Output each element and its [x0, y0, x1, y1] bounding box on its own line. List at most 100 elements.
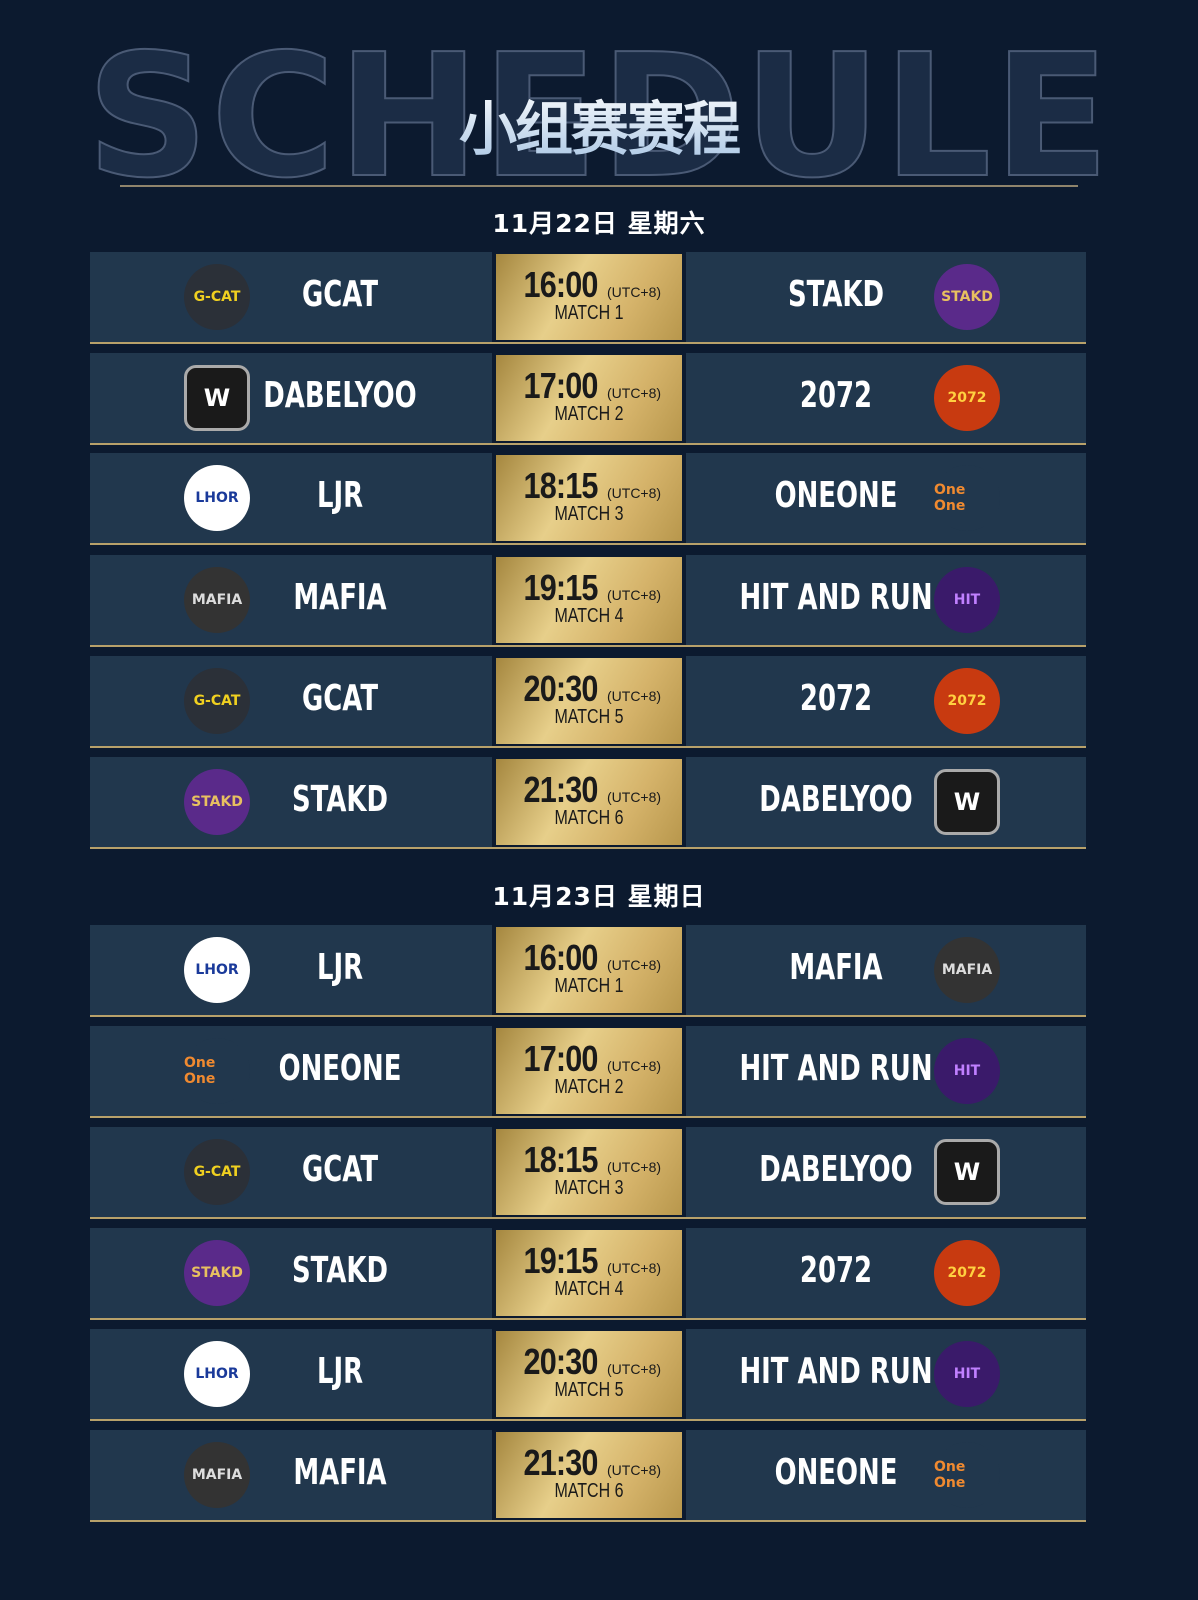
away-team-name: DABELYOO: [759, 779, 913, 820]
home-team-name: GCAT: [301, 1149, 379, 1190]
match-row: STAKD STAKD 19:15 (UTC+8) MATCH 4 2072 20…: [90, 1228, 1086, 1320]
home-team: G-CAT GCAT: [90, 252, 492, 342]
home-team-name: LJR: [316, 1351, 364, 1392]
away-team-name: ONEONE: [774, 475, 898, 516]
away-team-name: HIT AND RUN: [739, 577, 933, 618]
team-logo-icon: One One: [184, 1038, 250, 1104]
day-heading: 11月23日 星期日: [492, 882, 706, 911]
away-team-name: MAFIA: [789, 947, 883, 988]
team-logo-icon: G-CAT: [184, 264, 250, 330]
home-team-name: DABELYOO: [263, 375, 417, 416]
away-team: DABELYOO W: [686, 1127, 1086, 1217]
match-time-box: 20:30 (UTC+8) MATCH 5: [496, 658, 682, 744]
away-team: HIT AND RUN HIT: [686, 1329, 1086, 1419]
team-logo-icon: HIT: [934, 567, 1000, 633]
timezone: (UTC+8): [607, 1361, 662, 1377]
team-logo-icon: G-CAT: [184, 1139, 250, 1205]
team-logo-icon: STAKD: [934, 264, 1000, 330]
home-team: LHOR LJR: [90, 1329, 492, 1419]
match-time-box: 19:15 (UTC+8) MATCH 4: [496, 557, 682, 643]
logo-text: G-CAT: [193, 1164, 241, 1180]
match-time: 20:30: [523, 668, 598, 709]
timezone: (UTC+8): [607, 957, 662, 973]
home-team: G-CAT GCAT: [90, 656, 492, 746]
team-logo-icon: HIT: [934, 1341, 1000, 1407]
logo-text: STAKD: [191, 1265, 243, 1281]
match-row: One One ONEONE 17:00 (UTC+8) MATCH 2 HIT …: [90, 1026, 1086, 1118]
logo-text: STAKD: [941, 289, 993, 305]
away-team-name: HIT AND RUN: [739, 1351, 933, 1392]
logo-text: G-CAT: [193, 693, 241, 709]
logo-text: LHOR: [195, 490, 239, 506]
away-team: 2072 2072: [686, 656, 1086, 746]
match-time-box: 18:15 (UTC+8) MATCH 3: [496, 455, 682, 541]
team-logo-icon: G-CAT: [184, 668, 250, 734]
home-team-name: GCAT: [301, 274, 379, 315]
away-team-name: 2072: [799, 678, 873, 719]
match-time-box: 16:00 (UTC+8) MATCH 1: [496, 927, 682, 1013]
match-row: LHOR LJR 20:30 (UTC+8) MATCH 5 HIT AND RU…: [90, 1329, 1086, 1421]
match-time-box: 17:00 (UTC+8) MATCH 2: [496, 1028, 682, 1114]
match-time: 18:15: [523, 465, 598, 506]
match-time: 17:00: [523, 365, 598, 406]
match-time: 21:30: [523, 769, 598, 810]
timezone: (UTC+8): [607, 688, 662, 704]
team-logo-icon: 2072: [934, 668, 1000, 734]
timezone: (UTC+8): [607, 1159, 662, 1175]
match-time-box: 20:30 (UTC+8) MATCH 5: [496, 1331, 682, 1417]
logo-text: One One: [184, 1055, 216, 1087]
team-logo-icon: MAFIA: [934, 937, 1000, 1003]
match-row: G-CAT GCAT 16:00 (UTC+8) MATCH 1 STAKD ST…: [90, 252, 1086, 344]
timezone: (UTC+8): [607, 485, 662, 501]
logo-text: 2072: [947, 693, 987, 709]
match-number: MATCH 3: [554, 1177, 624, 1199]
home-team: MAFIA MAFIA: [90, 1430, 492, 1520]
away-team: STAKD STAKD: [686, 252, 1086, 342]
logo-text: One One: [934, 482, 966, 514]
divider: [120, 185, 1078, 187]
home-team: W DABELYOO: [90, 353, 492, 443]
timezone: (UTC+8): [607, 587, 662, 603]
team-logo-icon: STAKD: [184, 1240, 250, 1306]
match-time: 17:00: [523, 1038, 598, 1079]
logo-text: MAFIA: [191, 1467, 243, 1483]
home-team: LHOR LJR: [90, 925, 492, 1015]
home-team-name: MAFIA: [293, 577, 387, 618]
team-logo-icon: LHOR: [184, 465, 250, 531]
home-team-name: LJR: [316, 947, 364, 988]
home-team-name: MAFIA: [293, 1452, 387, 1493]
team-logo-icon: W: [934, 1139, 1000, 1205]
match-time: 18:15: [523, 1139, 598, 1180]
away-team-name: HIT AND RUN: [739, 1048, 933, 1089]
away-team: ONEONE One One: [686, 453, 1086, 543]
away-team: HIT AND RUN HIT: [686, 1026, 1086, 1116]
timezone: (UTC+8): [607, 284, 662, 300]
logo-text: HIT: [953, 1063, 981, 1079]
team-logo-icon: W: [934, 769, 1000, 835]
match-time: 21:30: [523, 1442, 598, 1483]
match-number: MATCH 2: [554, 1076, 624, 1098]
team-logo-icon: STAKD: [184, 769, 250, 835]
away-team: DABELYOO W: [686, 757, 1086, 847]
home-team: STAKD STAKD: [90, 757, 492, 847]
home-team: One One ONEONE: [90, 1026, 492, 1116]
match-number: MATCH 1: [554, 302, 624, 324]
logo-text: One One: [934, 1459, 966, 1491]
match-row: LHOR LJR 18:15 (UTC+8) MATCH 3 ONEONE One…: [90, 453, 1086, 545]
away-team-name: ONEONE: [774, 1452, 898, 1493]
home-team-name: GCAT: [301, 678, 379, 719]
match-time: 16:00: [523, 264, 598, 305]
home-team: MAFIA MAFIA: [90, 555, 492, 645]
match-time: 20:30: [523, 1341, 598, 1382]
logo-text: 2072: [947, 1265, 987, 1281]
logo-text: W: [203, 384, 231, 412]
home-team: G-CAT GCAT: [90, 1127, 492, 1217]
team-logo-icon: One One: [934, 465, 1000, 531]
logo-text: G-CAT: [193, 289, 241, 305]
logo-text: MAFIA: [941, 962, 993, 978]
away-team: ONEONE One One: [686, 1430, 1086, 1520]
home-team: STAKD STAKD: [90, 1228, 492, 1318]
match-number: MATCH 2: [554, 403, 624, 425]
home-team-name: LJR: [316, 475, 364, 516]
